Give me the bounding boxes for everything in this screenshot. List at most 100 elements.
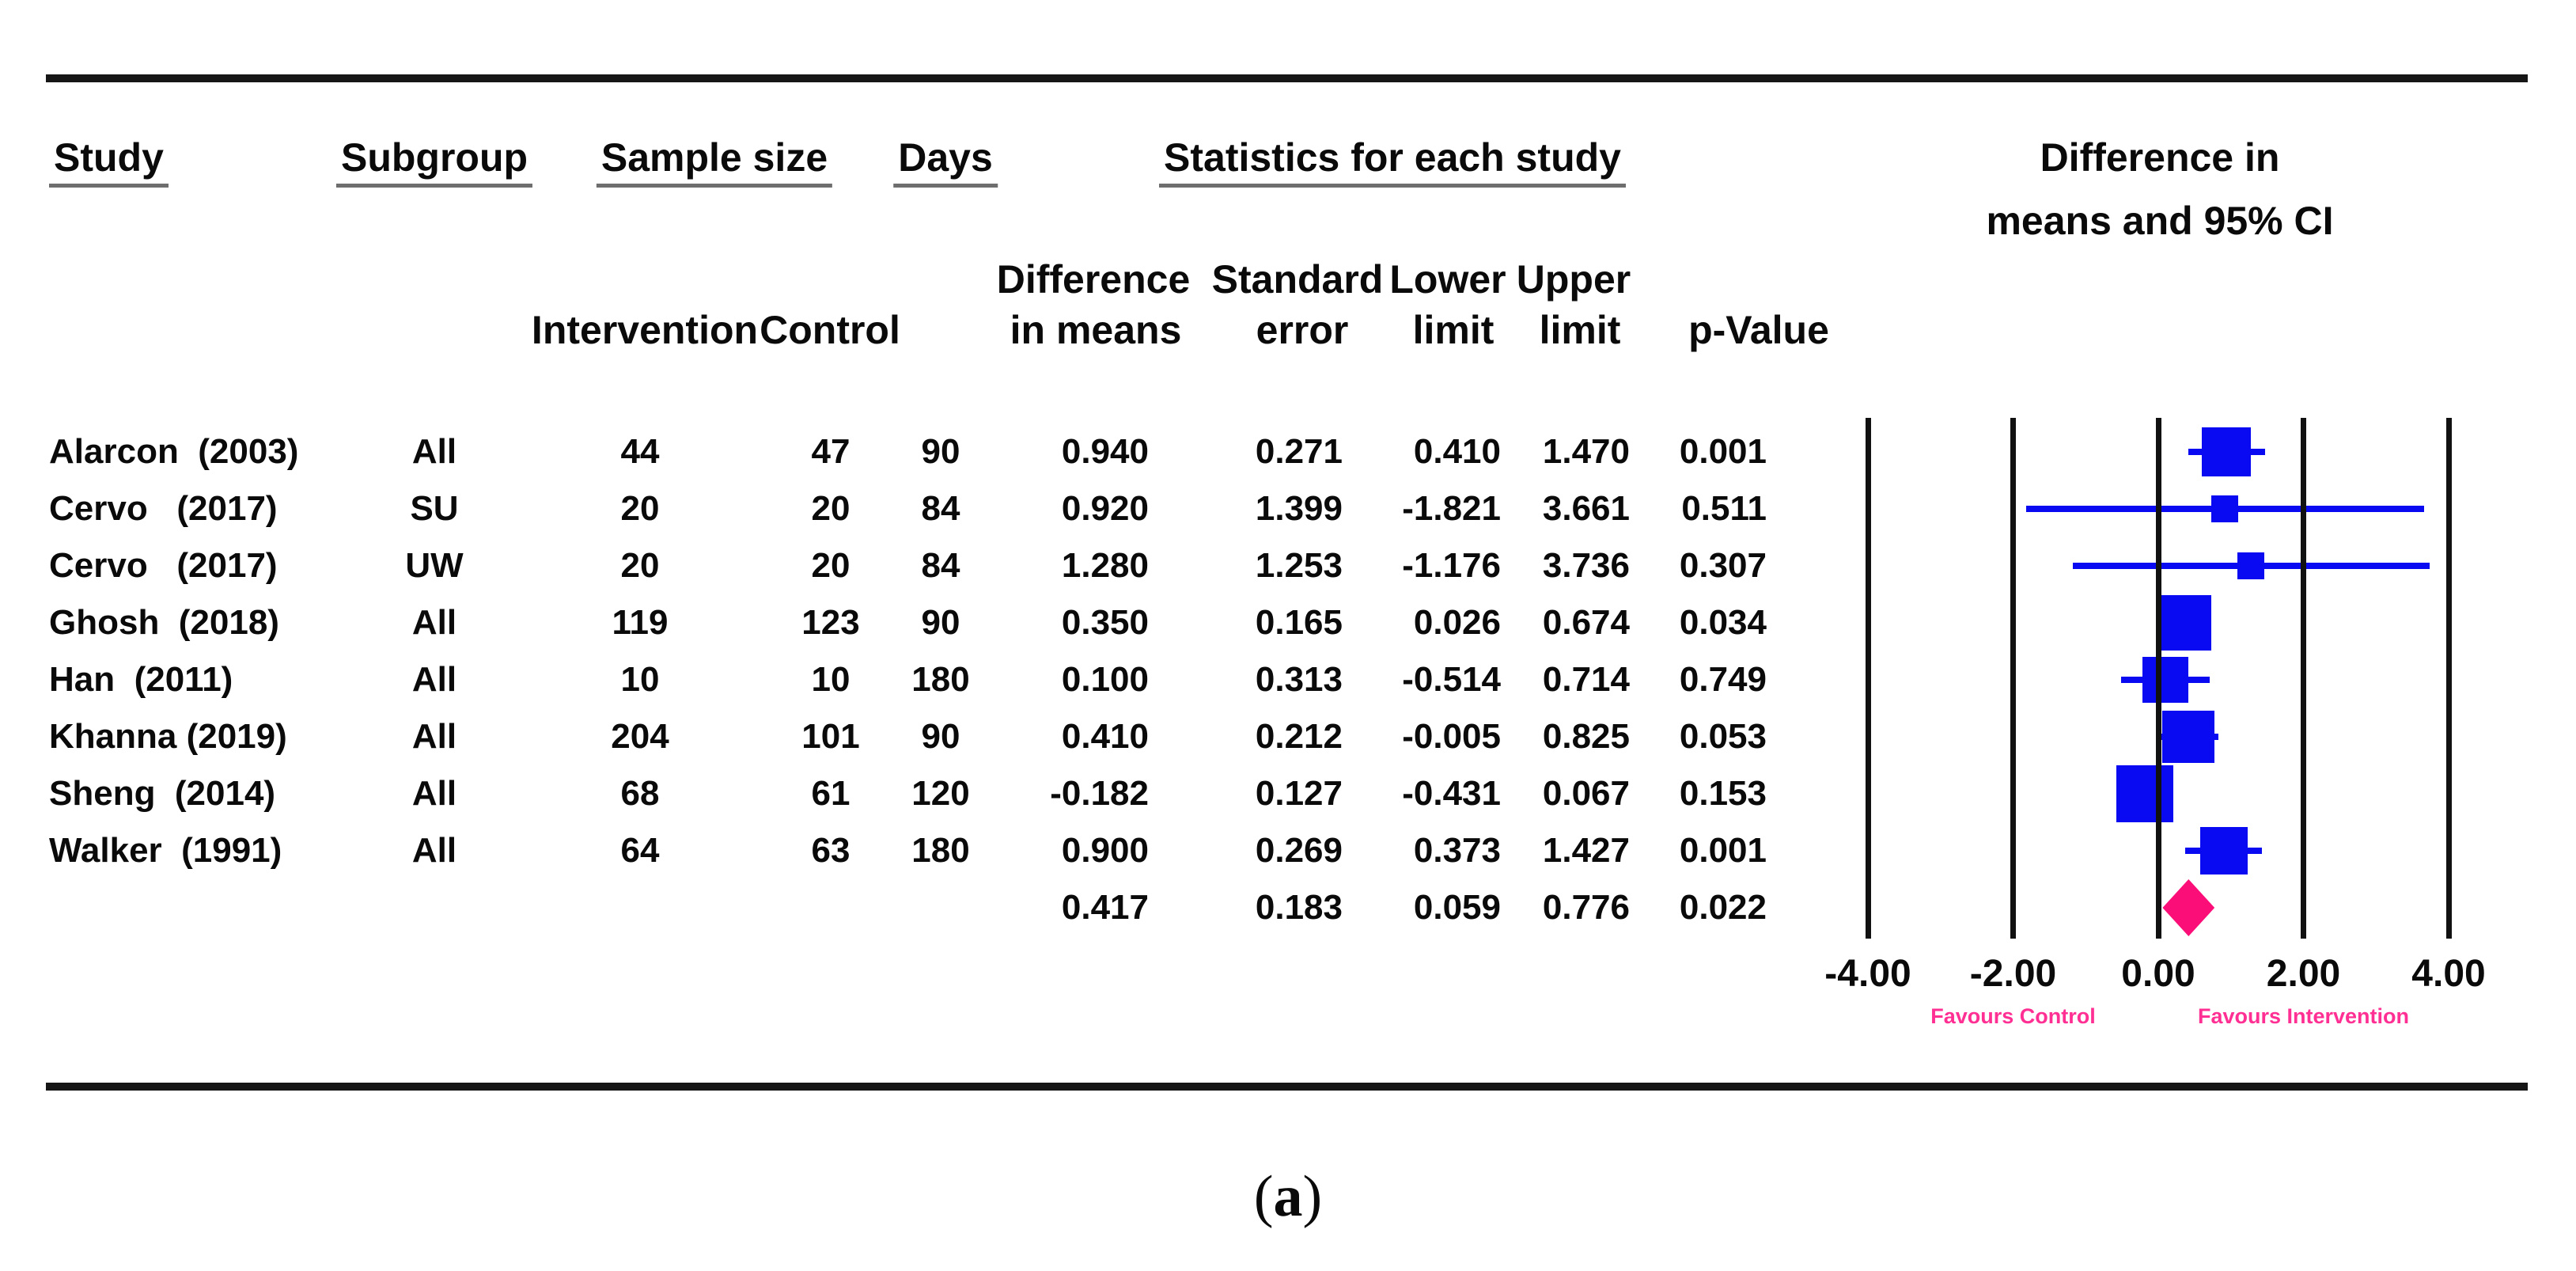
cell-control: 20 (811, 546, 850, 585)
table-row-5: Han (2011) All 10 10 180 0.100 0.313 -0.514 0.71… (0, 651, 2576, 708)
caption-close-paren: ) (1302, 1164, 1323, 1229)
subheader-lower: Lower (1389, 257, 1506, 302)
cell-study: Ghosh (2018) (49, 603, 279, 642)
favours-intervention-label: Favours Intervention (2197, 1004, 2410, 1028)
cell-p: 0.153 (1679, 774, 1767, 813)
cell-days: 180 (911, 660, 970, 699)
cell-se: 1.399 (1255, 489, 1343, 528)
cell-days: 180 (911, 831, 970, 870)
cell-diff: 0.100 (1061, 660, 1149, 699)
header-sample-size: Sample size (596, 133, 833, 188)
cell-intervention: 68 (620, 774, 660, 813)
cell-diff: 0.920 (1061, 489, 1149, 528)
cell-days: 90 (921, 603, 960, 642)
cell-upper: 0.825 (1542, 717, 1630, 756)
caption-letter: a (1273, 1164, 1303, 1229)
cell-p: 0.511 (1681, 489, 1767, 528)
cell-diff: 0.350 (1061, 603, 1149, 642)
cell-intervention: 64 (620, 831, 660, 870)
cell-subgroup: All (411, 432, 457, 471)
subheader-difference: Difference (996, 257, 1191, 302)
cell-study: Han (2011) (49, 660, 233, 699)
cell-se: 0.271 (1255, 432, 1343, 471)
cell-control: 123 (801, 603, 860, 642)
cell-days: 90 (921, 432, 960, 471)
cell-diff: 0.940 (1061, 432, 1149, 471)
cell-upper: 3.736 (1542, 546, 1630, 585)
axis-gridline (2155, 418, 2161, 939)
cell-p: 0.001 (1679, 432, 1767, 471)
subheader-upper-limit: limit (1539, 308, 1621, 352)
forest-square (2199, 827, 2248, 875)
cell-study: Alarcon (2003) (49, 432, 299, 471)
cell-lower: 0.410 (1413, 432, 1501, 471)
forest-square (2202, 427, 2252, 476)
cell-subgroup: SU (410, 489, 459, 528)
cell-control: 101 (801, 717, 860, 756)
cell-intervention: 20 (620, 489, 660, 528)
forest-square (2116, 765, 2174, 822)
cell-subgroup: All (411, 603, 457, 642)
forest-square (2156, 595, 2212, 651)
top-rule (46, 74, 2528, 82)
cell-upper: 1.427 (1542, 831, 1630, 870)
cell-upper: 3.661 (1542, 489, 1630, 528)
cell-diff: 0.900 (1061, 831, 1149, 870)
cell-study: Sheng (2014) (49, 774, 276, 813)
cell-control: 10 (811, 660, 850, 699)
cell-control: 63 (811, 831, 850, 870)
cell-intervention: 204 (611, 717, 669, 756)
cell-diff: 0.417 (1061, 888, 1149, 927)
cell-se: 0.313 (1255, 660, 1343, 699)
table-row-summary: 0.417 0.183 0.059 0.776 0.022 (0, 879, 2576, 936)
cell-days: 120 (911, 774, 970, 813)
cell-diff: 1.280 (1061, 546, 1149, 585)
plot-title-line2: means and 95% CI (1986, 199, 2334, 243)
cell-control: 20 (811, 489, 850, 528)
cell-lower: -1.821 (1402, 489, 1501, 528)
axis-gridline (2301, 418, 2306, 939)
cell-lower: 0.026 (1413, 603, 1501, 642)
axis-tick-label: -2.00 (1969, 953, 2057, 995)
cell-subgroup: All (411, 660, 457, 699)
subheader-p-value: p-Value (1688, 308, 1829, 352)
table-row-1: Alarcon (2003) All 44 47 90 0.940 0.271 0.410 1.… (0, 423, 2576, 480)
cell-lower: -1.176 (1402, 546, 1501, 585)
cell-p: 0.001 (1679, 831, 1767, 870)
table-row-2: Cervo (2017) SU 20 20 84 0.920 1.399 -1.821 3.66… (0, 480, 2576, 537)
cell-subgroup: All (411, 774, 457, 813)
table-row-8: Walker (1991) All 64 63 180 0.900 0.269 0.373 1.… (0, 822, 2576, 879)
cell-study: Cervo (2017) (49, 546, 278, 585)
cell-p: 0.307 (1679, 546, 1767, 585)
cell-control: 61 (811, 774, 850, 813)
cell-lower: -0.431 (1402, 774, 1501, 813)
cell-study: Cervo (2017) (49, 489, 278, 528)
cell-se: 1.253 (1255, 546, 1343, 585)
table-row-6: Khanna (2019) All 204 101 90 0.410 0.212 -0.005… (0, 708, 2576, 765)
bottom-rule (46, 1083, 2528, 1091)
subheader-upper: Upper (1516, 257, 1631, 302)
cell-se: 0.165 (1255, 603, 1343, 642)
axis-tick-label: -4.00 (1824, 953, 1911, 995)
cell-upper: 0.674 (1542, 603, 1630, 642)
forest-square (2211, 495, 2239, 522)
cell-upper: 0.067 (1542, 774, 1630, 813)
table-row-4: Ghosh (2018) All 119 123 90 0.350 0.165 0.026 0.… (0, 594, 2576, 651)
caption-open-paren: ( (1253, 1164, 1274, 1229)
cell-lower: 0.373 (1413, 831, 1501, 870)
header-statistics: Statistics for each study (1159, 133, 1626, 188)
cell-p: 0.053 (1679, 717, 1767, 756)
axis-gridline (1865, 418, 1871, 939)
favours-control-label: Favours Control (1930, 1004, 2096, 1028)
header-subgroup: Subgroup (335, 133, 533, 188)
subheader-intervention: Intervention (531, 308, 759, 352)
forest-square (2161, 711, 2214, 763)
axis-gridline (2445, 418, 2452, 939)
cell-intervention: 44 (620, 432, 660, 471)
subheader-error: error (1256, 308, 1349, 352)
cell-upper: 0.714 (1542, 660, 1630, 699)
cell-p: 0.022 (1679, 888, 1767, 927)
subheader-control: Control (760, 308, 900, 352)
cell-lower: -0.005 (1402, 717, 1501, 756)
cell-se: 0.127 (1255, 774, 1343, 813)
